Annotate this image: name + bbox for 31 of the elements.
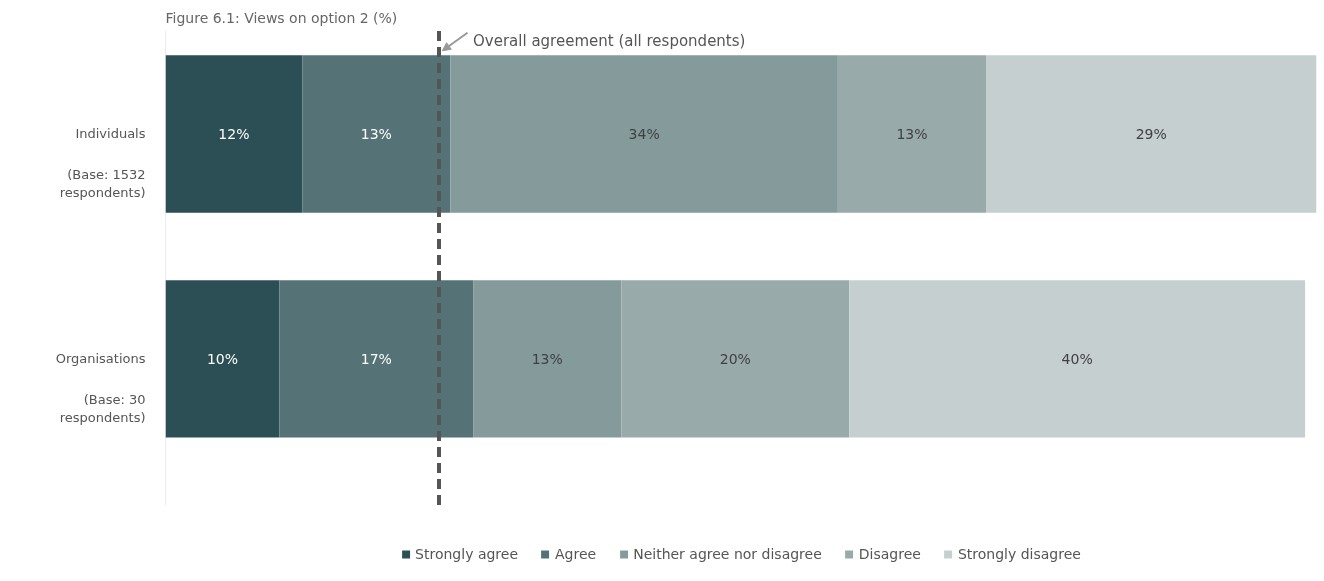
data-label: 20% (719, 350, 751, 367)
legend-label: Agree (555, 546, 597, 562)
data-label: 17% (360, 350, 392, 367)
bar (837, 55, 987, 213)
data-label: 40% (1061, 350, 1093, 367)
chart-title: Figure 6.1: Views on option 2 (%) (165, 9, 398, 26)
legend-label: Strongly disagree (957, 546, 1081, 562)
bar (165, 280, 280, 438)
data-label: 29% (1135, 125, 1167, 142)
data-label: 13% (531, 350, 563, 367)
text: (Base: 1532 respondents) (59, 166, 146, 200)
legend-label: Disagree (858, 546, 921, 562)
bar (849, 280, 1306, 438)
legend-label: Strongly agree (415, 546, 519, 562)
legend-label: Neither agree nor disagree (633, 546, 822, 562)
bar (473, 280, 622, 438)
data-label: 13% (360, 125, 392, 142)
text: (Base: 30 respondents) (59, 391, 146, 425)
bar (621, 280, 850, 438)
data-label: 12% (218, 125, 250, 142)
data-label: 34% (628, 125, 660, 142)
bar (450, 55, 838, 213)
bar (302, 55, 451, 213)
y-tick-label: Organisations (55, 351, 146, 367)
bar (279, 280, 474, 438)
data-label: 13% (896, 125, 928, 142)
bar (986, 55, 1317, 213)
ref-line-label: Overall agreement (all respondents) (473, 31, 746, 50)
data-label: 10% (206, 350, 239, 367)
bar (165, 55, 303, 213)
y-tick-label: Individuals (75, 126, 146, 142)
